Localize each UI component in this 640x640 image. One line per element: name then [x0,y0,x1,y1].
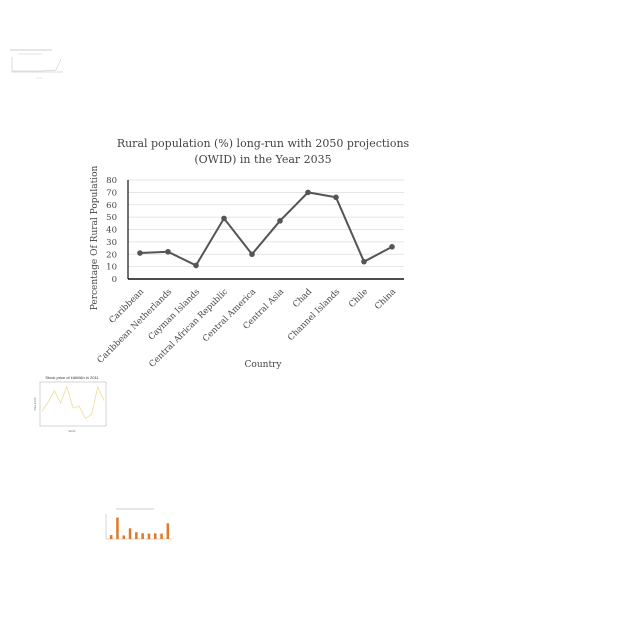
y-tick-label: 80 [106,176,117,186]
data-point [305,189,311,196]
chart-title-line-2: (OWID) in the Year 2035 [194,153,331,166]
stock-chart-y-label: Price (USD) [34,397,37,410]
x-tick-label: Cayman Islands [147,287,202,342]
bar [116,517,119,539]
x-tick-label: Chad [291,287,314,310]
stock-price-chart: Stock price of HAWAh in 2011 Month Price… [34,375,107,433]
data-point [277,218,283,224]
y-tick-label: 70 [106,188,117,198]
data-point [137,250,143,256]
y-tick-label: 50 [106,213,117,223]
y-tick-label: 20 [106,250,117,260]
y-tick-label: 0 [112,275,117,285]
bar [122,535,126,539]
y-tick-label: 30 [106,238,117,248]
bar [166,523,170,539]
data-point [389,244,395,250]
x-tick-label: Channel Islands [286,287,342,343]
bar [141,533,144,539]
bar-chart-bars [109,517,170,539]
data-point [361,258,367,265]
series-line [139,191,393,267]
data-point [249,251,255,258]
y-axis-label: Percentage Of Rural Population [90,166,100,311]
thumbnail-line [13,58,62,72]
x-tick-label: China [373,287,398,312]
bar [153,533,157,539]
data-point [193,262,199,269]
bar [109,535,113,539]
stock-price-line [41,385,105,420]
series-points [137,189,395,269]
y-tick-label: 40 [106,226,117,236]
data-point [165,248,171,255]
y-tick-label: 60 [106,201,117,211]
stock-chart-title: Stock price of HAWAh in 2011 [45,375,99,380]
data-point [333,194,339,201]
thumbnail-chart-1 [10,49,63,79]
chart-title-line-1: Rural population (%) long-run with 2050 … [117,137,410,150]
bar [135,532,138,539]
x-tick-label: Chile [347,287,370,310]
data-point [221,215,227,222]
thumbnail-bar-chart [105,508,172,540]
stock-chart-frame [39,381,107,427]
stock-chart-x-label: Month [69,430,76,433]
y-tick-label: 10 [106,263,117,273]
bar [160,533,163,539]
y-tick-labels: 0 10 20 30 40 50 60 70 80 [106,176,117,285]
x-axis-label: Country [245,360,283,370]
bar [128,528,132,539]
bar [147,533,151,539]
